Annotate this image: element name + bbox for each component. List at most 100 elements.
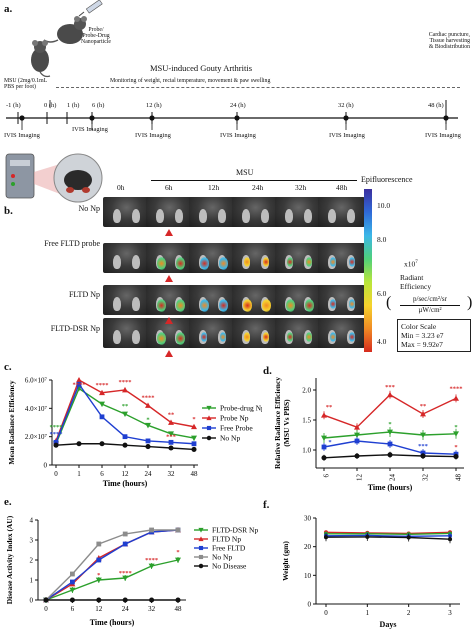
time-12: 12 (h) <box>146 102 162 109</box>
time-0: 0 (h) <box>44 102 57 109</box>
y-tick-label: 2.0×10⁷ <box>25 433 48 441</box>
significance-marker: **** <box>119 570 132 577</box>
data-point <box>321 412 327 418</box>
y-tick-label: 1.5 <box>302 417 311 425</box>
significance-marker: ** <box>168 412 175 419</box>
ivis-image <box>318 285 365 315</box>
fluorescence-signal <box>349 257 355 267</box>
y-axis-label: Disease Activity Index (AU) <box>5 515 14 604</box>
col-48h: 48h <box>336 183 348 192</box>
y-tick-label: 1.0 <box>302 447 311 455</box>
data-point <box>206 405 212 411</box>
ivis-image <box>189 318 236 348</box>
fluorescence-signal <box>201 332 207 342</box>
time-neg1: -1 (h) <box>6 102 21 109</box>
msu-label: MSU <box>236 168 254 177</box>
series-line <box>325 536 451 540</box>
fluorescence-signal <box>175 257 185 270</box>
time-32: 32 (h) <box>338 102 354 109</box>
fluorescence-signal <box>220 332 226 342</box>
significance-marker: *** <box>418 443 428 450</box>
data-point <box>149 527 154 533</box>
ivis-image <box>275 197 322 227</box>
row-label-fltd-dsr-np: FLTD-DSR Np <box>50 324 100 333</box>
y-tick-label: 20 <box>304 543 312 551</box>
fluorescence-signal <box>175 332 185 345</box>
panel-d-label: d. <box>263 365 272 377</box>
series-line <box>45 529 178 601</box>
data-point <box>191 423 197 430</box>
data-point <box>122 541 128 547</box>
y-tick-label: 4 <box>30 517 34 525</box>
y-tick-label: 2.0 <box>302 387 311 395</box>
fluorescence-signal <box>199 299 209 312</box>
data-point <box>122 386 128 393</box>
colorbar <box>364 189 372 352</box>
ivis-image <box>103 318 150 348</box>
series-line <box>45 559 179 601</box>
y-tick-label: 0 <box>44 462 48 470</box>
data-point <box>206 415 212 421</box>
time-6: 6 (h) <box>92 102 105 109</box>
fluorescence-signal <box>242 299 252 312</box>
fluorescence-signal <box>330 332 336 342</box>
col-6h: 6h <box>165 183 173 192</box>
red-triangle-marker <box>165 229 173 236</box>
x-tick-label: 0 <box>324 609 328 617</box>
x-tick-label: 0 <box>44 605 48 613</box>
ivis-label-6: IVIS Imaging <box>425 132 461 139</box>
chart-relative-radiance: 1.0 1.5 2.0 6 12 24 32 48 Time (hours) Relative R… <box>273 377 464 492</box>
significance-marker: **** <box>50 431 63 438</box>
data-point <box>122 442 128 448</box>
row-label-free-probe: Free FLTD probe <box>44 239 100 248</box>
fluorescence-signal <box>285 299 295 312</box>
y-tick-label: 6.0×10⁷ <box>25 377 48 385</box>
x-tick-label: 12 <box>356 474 364 482</box>
data-point <box>70 571 75 577</box>
ivis-image <box>103 243 150 273</box>
y-tick-label: 1 <box>30 577 34 585</box>
x-tick-label: 12 <box>95 605 103 613</box>
data-point <box>175 557 181 563</box>
chart-mean-radiance: 0 2.0×10⁷ 4.0×10⁷ 6.0×10⁷ 0 1 6 12 24 32 48 Time (h… <box>7 377 262 489</box>
data-point <box>175 597 181 603</box>
significance-marker: *** <box>385 384 395 391</box>
ivis-image <box>232 285 279 315</box>
x-tick-label: 48 <box>175 605 183 613</box>
ivis-image <box>318 197 365 227</box>
red-triangle-marker <box>165 317 173 324</box>
data-point <box>53 439 59 445</box>
data-point <box>387 441 393 447</box>
data-point <box>354 453 360 459</box>
ivis-label-1: IVIS Imaging <box>4 132 40 139</box>
data-point <box>95 577 102 583</box>
data-point <box>387 429 393 435</box>
probe-text-1: Probe/ <box>88 27 104 33</box>
y-tick-label: 0 <box>308 601 312 609</box>
x-tick-label: 0 <box>54 470 58 478</box>
units-bottom: µW/cm² <box>418 306 442 314</box>
msu-dose-1: MSU (2mg/0.1mL <box>4 78 48 84</box>
x-tick-label: 24 <box>389 474 397 482</box>
data-point <box>198 563 204 569</box>
data-point <box>53 442 59 448</box>
legend-label: FLTD-DSR Np <box>212 526 258 535</box>
fluorescence-signal <box>156 332 166 345</box>
data-point <box>69 587 76 593</box>
ivis-image <box>318 243 365 273</box>
data-point <box>148 563 155 569</box>
x-tick-label: 48 <box>455 474 463 482</box>
data-point <box>168 439 174 445</box>
col-0h: 0h <box>117 183 125 192</box>
data-point <box>69 597 75 603</box>
x-tick-label: 3 <box>448 609 452 617</box>
x-axis-label: Time (hours) <box>90 618 135 627</box>
significance-marker: **** <box>73 382 86 389</box>
fluorescence-signal <box>306 257 312 267</box>
end-text-1: Cardiac puncture, <box>428 32 470 38</box>
data-point <box>420 432 426 438</box>
ivis-image <box>103 285 150 315</box>
chart-weight: 0 10 20 30 0 1 2 3 Days Weight (gm) <box>281 515 460 629</box>
monitoring-bracket <box>56 87 460 88</box>
